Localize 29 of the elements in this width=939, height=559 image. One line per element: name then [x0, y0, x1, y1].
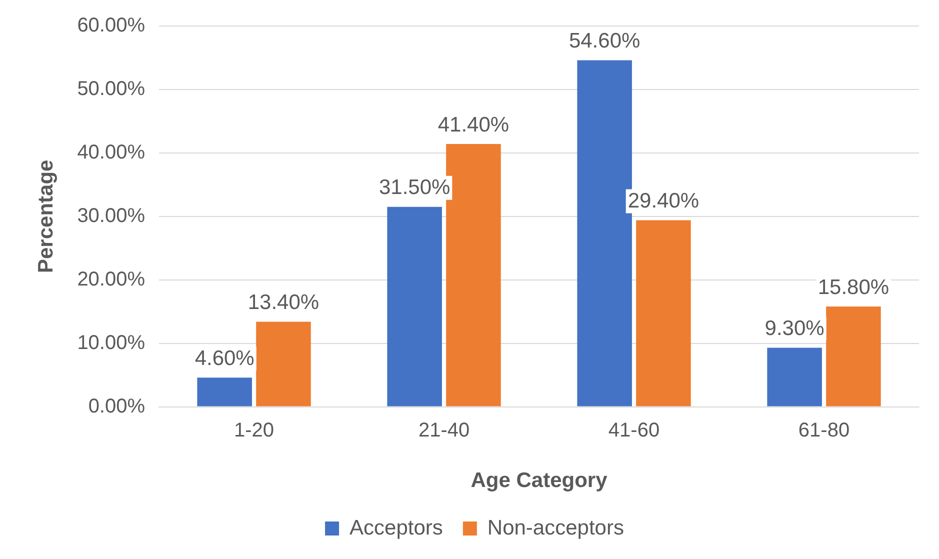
data-label: 15.80%	[818, 276, 890, 299]
data-label: 4.60%	[194, 346, 254, 370]
bar	[636, 220, 691, 406]
y-tick-label: 30.00%	[77, 204, 146, 227]
y-tick-label: 60.00%	[77, 14, 146, 37]
x-tick-label: 21-40	[418, 419, 470, 442]
x-tick-label: 41-60	[608, 419, 660, 442]
bar	[197, 378, 252, 406]
x-axis-title: Age Category	[470, 469, 608, 492]
bar	[767, 348, 822, 406]
data-label: 31.50%	[378, 176, 450, 200]
legend-label: Non-acceptors	[487, 516, 624, 540]
y-tick-label: 20.00%	[77, 268, 146, 290]
data-label: 9.30%	[764, 317, 824, 340]
data-label: 13.40%	[248, 291, 320, 314]
data-label: 54.60%	[568, 30, 640, 53]
x-tick-label: 61-80	[798, 419, 850, 442]
y-tick-label: 10.00%	[77, 332, 146, 354]
bar	[826, 306, 881, 406]
x-tick-label: 1-20	[234, 419, 274, 442]
data-label: 29.40%	[628, 190, 700, 213]
legend-label: Acceptors	[350, 516, 443, 540]
y-tick-label: 0.00%	[88, 395, 146, 418]
data-label: 41.40%	[438, 113, 510, 136]
bar	[256, 322, 311, 406]
bar	[387, 206, 442, 406]
y-tick-label: 40.00%	[77, 141, 146, 164]
y-tick-label: 50.00%	[77, 78, 146, 100]
y-axis-title: Percentage	[34, 160, 58, 274]
